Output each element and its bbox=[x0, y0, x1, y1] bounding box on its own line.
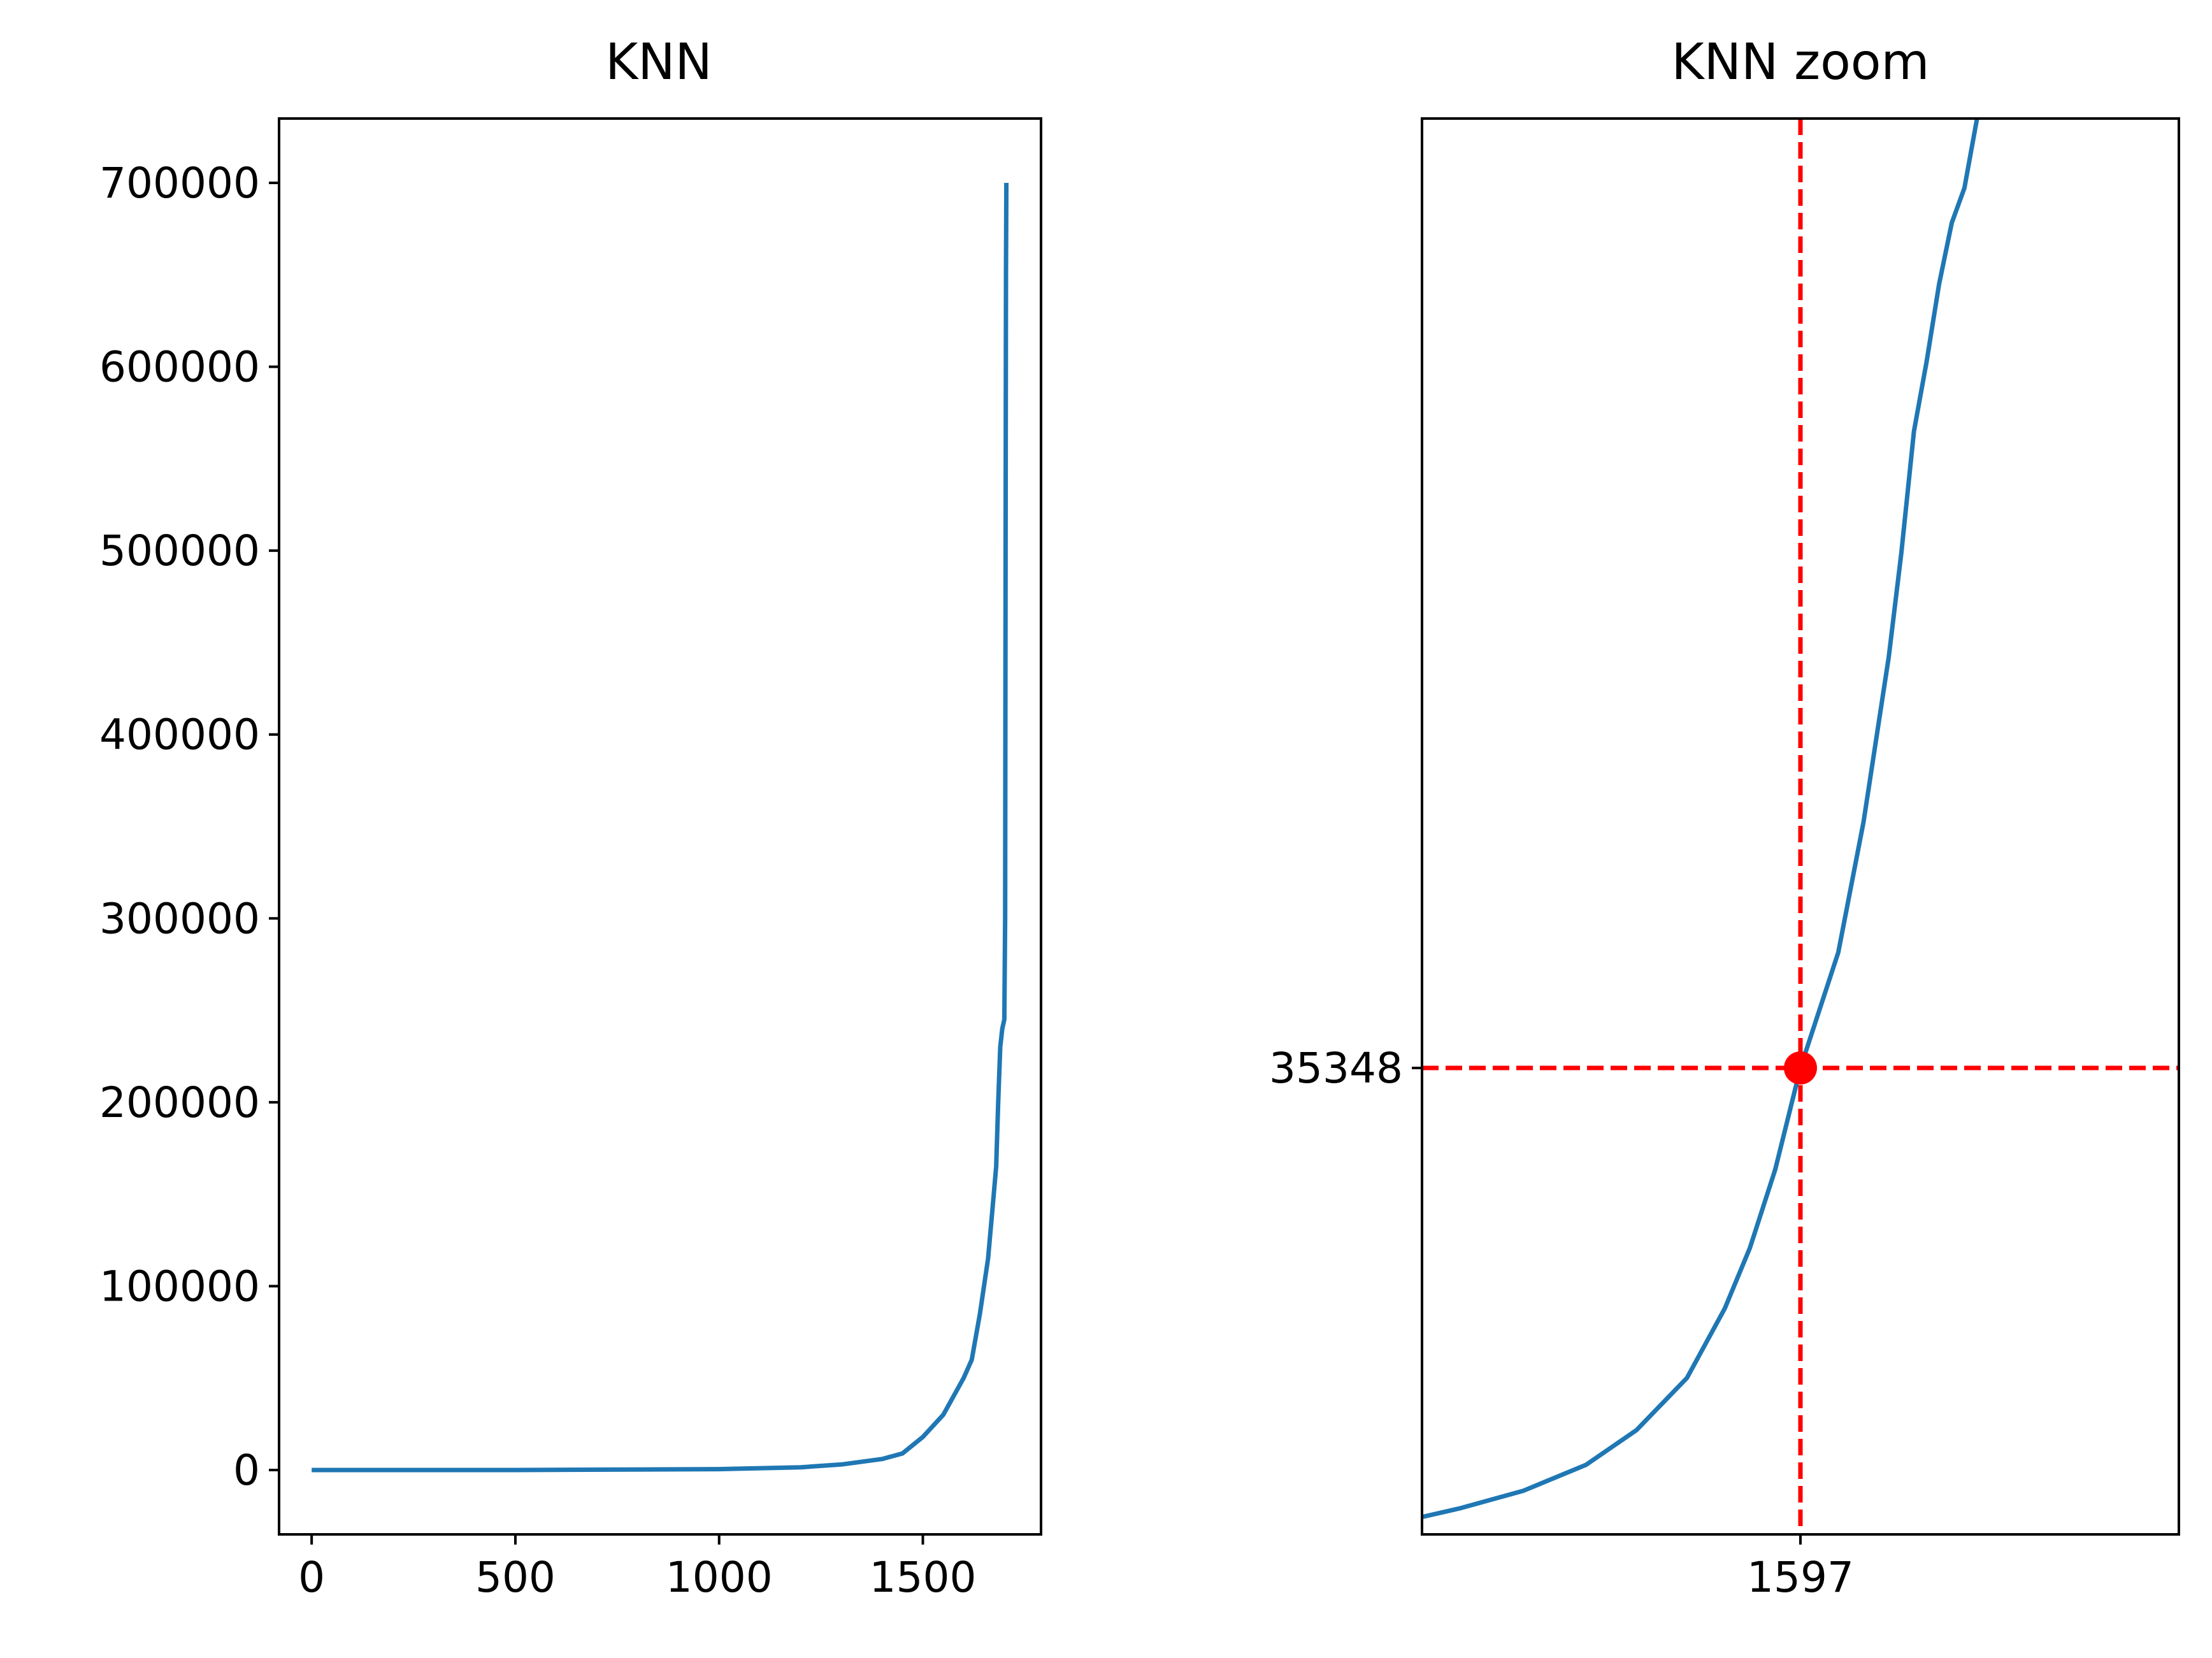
knn-y-ticks: 0 100000 200000 300000 400000 500000 600000 700… bbox=[99, 159, 279, 1495]
knn-y-tick-label: 600000 bbox=[99, 343, 260, 392]
knn-zoom-reference-lines bbox=[1422, 119, 2179, 1534]
knn-y-tick-label: 400000 bbox=[99, 710, 260, 760]
knn-panel: KNN 0 500 1000 1500 0 100000 200000 300000 4000… bbox=[99, 34, 1042, 1602]
knn-x-tick-label: 0 bbox=[298, 1553, 325, 1602]
knn-zoom-series-line bbox=[1422, 119, 1979, 1520]
knn-y-tick-label: 200000 bbox=[99, 1078, 260, 1127]
knn-x-tick-label: 1000 bbox=[666, 1553, 773, 1602]
knn-zoom-y-ticks: 35348 bbox=[1269, 1044, 1422, 1093]
knn-zoom-axes-frame bbox=[1421, 117, 2180, 1536]
knn-axes-frame bbox=[278, 117, 1042, 1536]
knn-zoom-highlight-point bbox=[1784, 1051, 1817, 1085]
knn-zoom-title: KNN zoom bbox=[1671, 34, 1929, 91]
knn-y-tick-label: 0 bbox=[233, 1446, 260, 1495]
knn-zoom-x-ticks: 1597 bbox=[1747, 1534, 1854, 1602]
knn-series bbox=[312, 182, 1009, 1473]
knn-zoom-y-tick-label: 35348 bbox=[1269, 1044, 1403, 1093]
knn-y-tick-label: 500000 bbox=[99, 526, 260, 575]
knn-zoom-panel: KNN zoom 1597 35348 bbox=[1269, 34, 2180, 1602]
knn-x-ticks: 0 500 1000 1500 bbox=[298, 1534, 977, 1602]
knn-x-tick-label: 500 bbox=[475, 1553, 556, 1602]
knn-y-tick-label: 100000 bbox=[99, 1262, 260, 1311]
knn-zoom-x-tick-label: 1597 bbox=[1747, 1553, 1854, 1602]
knn-x-tick-label: 1500 bbox=[870, 1553, 977, 1602]
knn-series-line bbox=[312, 182, 1009, 1473]
knn-zoom-series bbox=[1422, 119, 1979, 1520]
knn-title: KNN bbox=[605, 34, 712, 91]
knn-y-tick-label: 300000 bbox=[99, 894, 260, 943]
knn-y-tick-label: 700000 bbox=[99, 159, 260, 208]
